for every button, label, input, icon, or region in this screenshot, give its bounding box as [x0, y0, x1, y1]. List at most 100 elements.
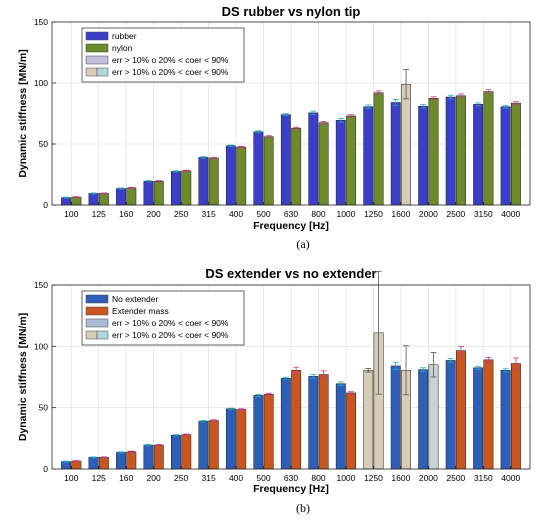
x-tick-label: 630 — [284, 473, 298, 483]
bar-series2 — [263, 136, 274, 206]
x-tick-label: 250 — [174, 473, 188, 483]
x-tick-label: 400 — [229, 209, 243, 219]
y-tick-label: 50 — [39, 139, 49, 149]
legend-swatch — [85, 318, 109, 328]
bar-series1 — [253, 131, 264, 206]
bar-series1 — [335, 383, 346, 470]
x-tick-label: 800 — [311, 473, 325, 483]
bar-series2 — [401, 83, 411, 206]
bar-series1 — [116, 188, 126, 206]
x-tick-label: 315 — [201, 473, 215, 483]
x-tick-label: 1000 — [336, 473, 355, 483]
bar-series2 — [153, 444, 164, 470]
bar-series1 — [143, 180, 154, 206]
bar-series2 — [428, 98, 439, 206]
y-axis-label: Dynamic stiffness [MN/m] — [17, 49, 29, 177]
legend-swatch — [96, 67, 109, 77]
legend-label: err > 10% o 20% < coer < 90% — [112, 330, 229, 340]
bar-series2 — [318, 122, 329, 206]
bar-series2 — [511, 102, 521, 206]
chart-title: DS extender vs no extender — [205, 266, 376, 281]
x-tick-label: 4000 — [501, 209, 520, 219]
bar-series1 — [253, 395, 264, 470]
bar-series2 — [291, 370, 302, 470]
legend-swatch — [85, 67, 98, 77]
bar-series2 — [318, 374, 329, 470]
x-tick-label: 1600 — [391, 209, 410, 219]
bar-series2 — [71, 460, 82, 470]
bar-series1 — [198, 420, 209, 470]
bar-series2 — [98, 457, 109, 470]
bar-series1 — [308, 112, 319, 206]
bar-series2 — [373, 92, 384, 206]
bar-series2 — [181, 170, 192, 206]
x-tick-label: 125 — [92, 473, 106, 483]
x-tick-label: 2000 — [419, 473, 438, 483]
x-tick-label: 800 — [311, 209, 325, 219]
bar-series2 — [98, 193, 109, 206]
bar-series1 — [88, 457, 99, 470]
legend-box — [81, 27, 245, 83]
legend-label: err > 10% o 20% < coer < 90% — [112, 67, 229, 77]
bar-series1 — [88, 193, 99, 206]
bar-series2 — [208, 420, 219, 470]
legend-label: rubber — [112, 31, 137, 41]
y-tick-label: 50 — [39, 403, 49, 413]
bar-series1 — [445, 96, 456, 206]
bar-series1 — [473, 367, 484, 470]
legend-swatch — [96, 330, 109, 340]
y-tick-label: 0 — [43, 464, 48, 474]
y-tick-label: 100 — [34, 78, 48, 88]
x-tick-label: 1250 — [364, 209, 383, 219]
x-tick-label: 200 — [147, 473, 161, 483]
bar-series2 — [126, 451, 137, 470]
x-tick-label: 400 — [229, 473, 243, 483]
bar-series2 — [456, 350, 466, 470]
x-tick-label: 1250 — [364, 473, 383, 483]
bar-series2 — [346, 392, 357, 470]
x-axis-label: Frequency [Hz] — [253, 220, 329, 232]
bar-series2 — [208, 157, 219, 206]
x-tick-label: 100 — [64, 473, 78, 483]
x-tick-label: 630 — [284, 209, 298, 219]
x-tick-label: 3150 — [474, 209, 493, 219]
x-tick-label: 160 — [119, 209, 133, 219]
bar-series2 — [263, 393, 274, 470]
bar-series1 — [500, 106, 511, 206]
figure-caption: (b) — [296, 501, 310, 515]
x-tick-label: 4000 — [501, 473, 520, 483]
bar-series2 — [153, 180, 164, 206]
legend-swatch — [85, 294, 109, 304]
bar-series1 — [390, 365, 401, 470]
bar-series1 — [280, 114, 291, 206]
chart-title: DS rubber vs nylon tip — [222, 4, 361, 19]
bar-series2 — [236, 409, 247, 470]
bar-series1 — [116, 452, 126, 470]
bar-series2 — [456, 95, 466, 206]
y-tick-label: 100 — [34, 341, 48, 351]
legend-swatch — [85, 55, 109, 65]
x-tick-label: 2500 — [446, 473, 465, 483]
bar-series1 — [363, 106, 374, 206]
bar-series1 — [61, 197, 71, 206]
bar-series1 — [280, 377, 291, 470]
figure-caption: (a) — [296, 237, 309, 251]
x-tick-label: 160 — [119, 473, 133, 483]
x-tick-label: 2500 — [446, 209, 465, 219]
legend-box — [81, 290, 245, 346]
bar-series1 — [363, 370, 374, 470]
bar-series2 — [236, 146, 247, 206]
bar-series1 — [418, 105, 429, 206]
x-tick-label: 200 — [147, 209, 161, 219]
legend-label: err > 10% o 20% < coer < 90% — [112, 55, 229, 65]
y-tick-label: 0 — [43, 200, 48, 210]
y-tick-label: 150 — [34, 17, 48, 27]
x-tick-label: 315 — [201, 209, 215, 219]
y-tick-label: 150 — [34, 280, 48, 290]
bar-series2 — [126, 187, 137, 206]
legend-swatch — [85, 330, 98, 340]
x-tick-label: 3150 — [474, 473, 493, 483]
bar-series1 — [473, 104, 484, 206]
x-axis-label: Frequency [Hz] — [253, 483, 329, 495]
bar-series2 — [71, 196, 82, 206]
